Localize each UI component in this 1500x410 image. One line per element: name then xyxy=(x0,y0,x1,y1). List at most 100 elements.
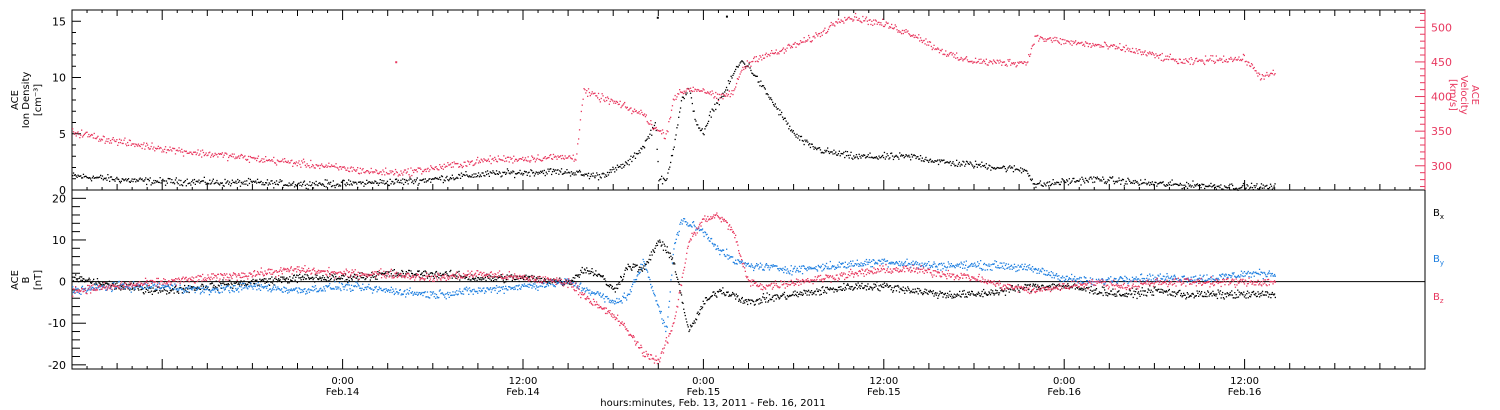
top-data-point xyxy=(741,69,743,71)
top-data-point xyxy=(1133,182,1135,185)
bottom-data-point-by xyxy=(332,288,334,290)
bottom-data-point-bx xyxy=(831,288,834,291)
bottom-data-point-bx xyxy=(738,298,740,300)
top-data-point xyxy=(760,56,762,58)
top-data-point xyxy=(1088,178,1090,180)
bottom-data-point-bx xyxy=(212,286,214,288)
bottom-data-point-bx xyxy=(1252,291,1254,293)
bottom-data-point-bx xyxy=(791,294,793,296)
top-data-point xyxy=(250,156,252,159)
top-data-point xyxy=(103,136,105,138)
top-data-point xyxy=(473,164,475,166)
top-data-point xyxy=(988,61,990,64)
top-data-point xyxy=(1031,178,1033,180)
top-data-point xyxy=(1072,177,1074,180)
top-data-point xyxy=(744,66,747,68)
top-data-point xyxy=(590,93,592,95)
top-data-point xyxy=(76,176,78,178)
top-data-point xyxy=(1094,43,1097,46)
top-data-point xyxy=(812,146,814,148)
bottom-data-point-bx xyxy=(580,271,583,273)
bottom-data-point-bx xyxy=(1101,292,1103,294)
bottom-data-point-bx xyxy=(191,287,193,289)
top-data-point xyxy=(395,178,398,180)
top-data-point xyxy=(1074,41,1076,43)
bottom-data-point-bx xyxy=(1103,286,1105,289)
top-data-point xyxy=(95,138,97,140)
top-data-point xyxy=(1011,167,1014,169)
top-data-point xyxy=(511,172,513,174)
bottom-data-point-bx xyxy=(404,275,406,277)
top-data-point xyxy=(1038,40,1040,42)
bottom-data-point-bx xyxy=(1031,285,1034,287)
top-data-point xyxy=(268,182,270,184)
bottom-data-point-by xyxy=(202,287,205,289)
bottom-data-point-bx xyxy=(388,271,390,273)
bottom-data-point-bx xyxy=(495,276,497,278)
top-data-point xyxy=(959,165,961,167)
bottom-data-point-bx xyxy=(592,274,595,277)
bottom-data-point-bx xyxy=(1001,289,1003,291)
top-data-point xyxy=(228,156,230,159)
bottom-data-point-bx xyxy=(664,245,666,247)
bottom-data-point-by xyxy=(219,292,221,294)
top-data-point xyxy=(484,175,486,177)
bottom-data-point-bx xyxy=(981,290,983,293)
top-data-point xyxy=(404,181,407,183)
top-data-point xyxy=(79,137,81,139)
top-data-point xyxy=(1113,44,1116,46)
bottom-data-point-bx xyxy=(790,294,792,297)
bottom-data-point-bx xyxy=(663,243,665,245)
bottom-data-point-bx xyxy=(1155,289,1157,291)
top-data-point xyxy=(551,171,554,173)
bottom-data-point-bx xyxy=(1249,296,1252,298)
top-data-point xyxy=(1009,58,1011,61)
top-data-point xyxy=(844,156,846,159)
bottom-data-point-by xyxy=(250,285,253,287)
bottom-data-point-bx xyxy=(284,279,286,281)
top-data-point xyxy=(944,162,946,164)
top-data-point xyxy=(296,184,298,187)
bottom-data-point-bx xyxy=(1098,291,1101,293)
top-data-point xyxy=(910,35,912,37)
top-data-point xyxy=(839,21,841,24)
bottom-data-point-by xyxy=(220,287,222,289)
bottom-data-point-by xyxy=(203,291,205,294)
top-data-point xyxy=(796,133,798,135)
bottom-data-point-bx xyxy=(514,278,516,281)
top-data-point xyxy=(763,87,766,89)
bottom-data-point-bx xyxy=(1213,294,1216,297)
top-data-point xyxy=(706,92,708,94)
bottom-data-point-by xyxy=(104,286,106,288)
top-data-point xyxy=(889,26,891,28)
top-data-point xyxy=(1122,46,1125,48)
bottom-data-point-bx xyxy=(1124,293,1126,295)
top-data-point xyxy=(1170,58,1172,60)
top-data-point xyxy=(1200,60,1202,62)
top-data-point xyxy=(354,181,356,183)
top-data-point xyxy=(624,161,627,163)
bottom-data-point-bx xyxy=(420,273,423,275)
bottom-data-point-bx xyxy=(524,276,526,278)
top-data-point xyxy=(440,179,442,181)
bottom-data-point-bx xyxy=(193,289,196,291)
top-data-point xyxy=(1157,183,1159,185)
top-data-point xyxy=(1186,60,1189,63)
top-data-point xyxy=(343,179,345,182)
top-data-point xyxy=(253,180,255,183)
bottom-data-point-bx xyxy=(226,284,229,286)
top-data-point xyxy=(606,175,608,177)
bottom-data-point-bx xyxy=(93,278,95,280)
top-data-point xyxy=(1269,74,1271,76)
bottom-data-point-bx xyxy=(302,278,305,281)
top-data-point xyxy=(855,154,858,156)
top-data-point xyxy=(987,64,989,66)
top-data-point xyxy=(481,172,483,174)
top-data-point xyxy=(461,175,463,177)
top-data-point xyxy=(311,166,313,168)
bottom-data-point-bx xyxy=(230,282,232,284)
top-data-point xyxy=(1147,52,1149,54)
bottom-data-point-bx xyxy=(714,292,716,295)
top-data-point xyxy=(685,94,687,96)
bottom-data-point-bx xyxy=(465,276,468,278)
